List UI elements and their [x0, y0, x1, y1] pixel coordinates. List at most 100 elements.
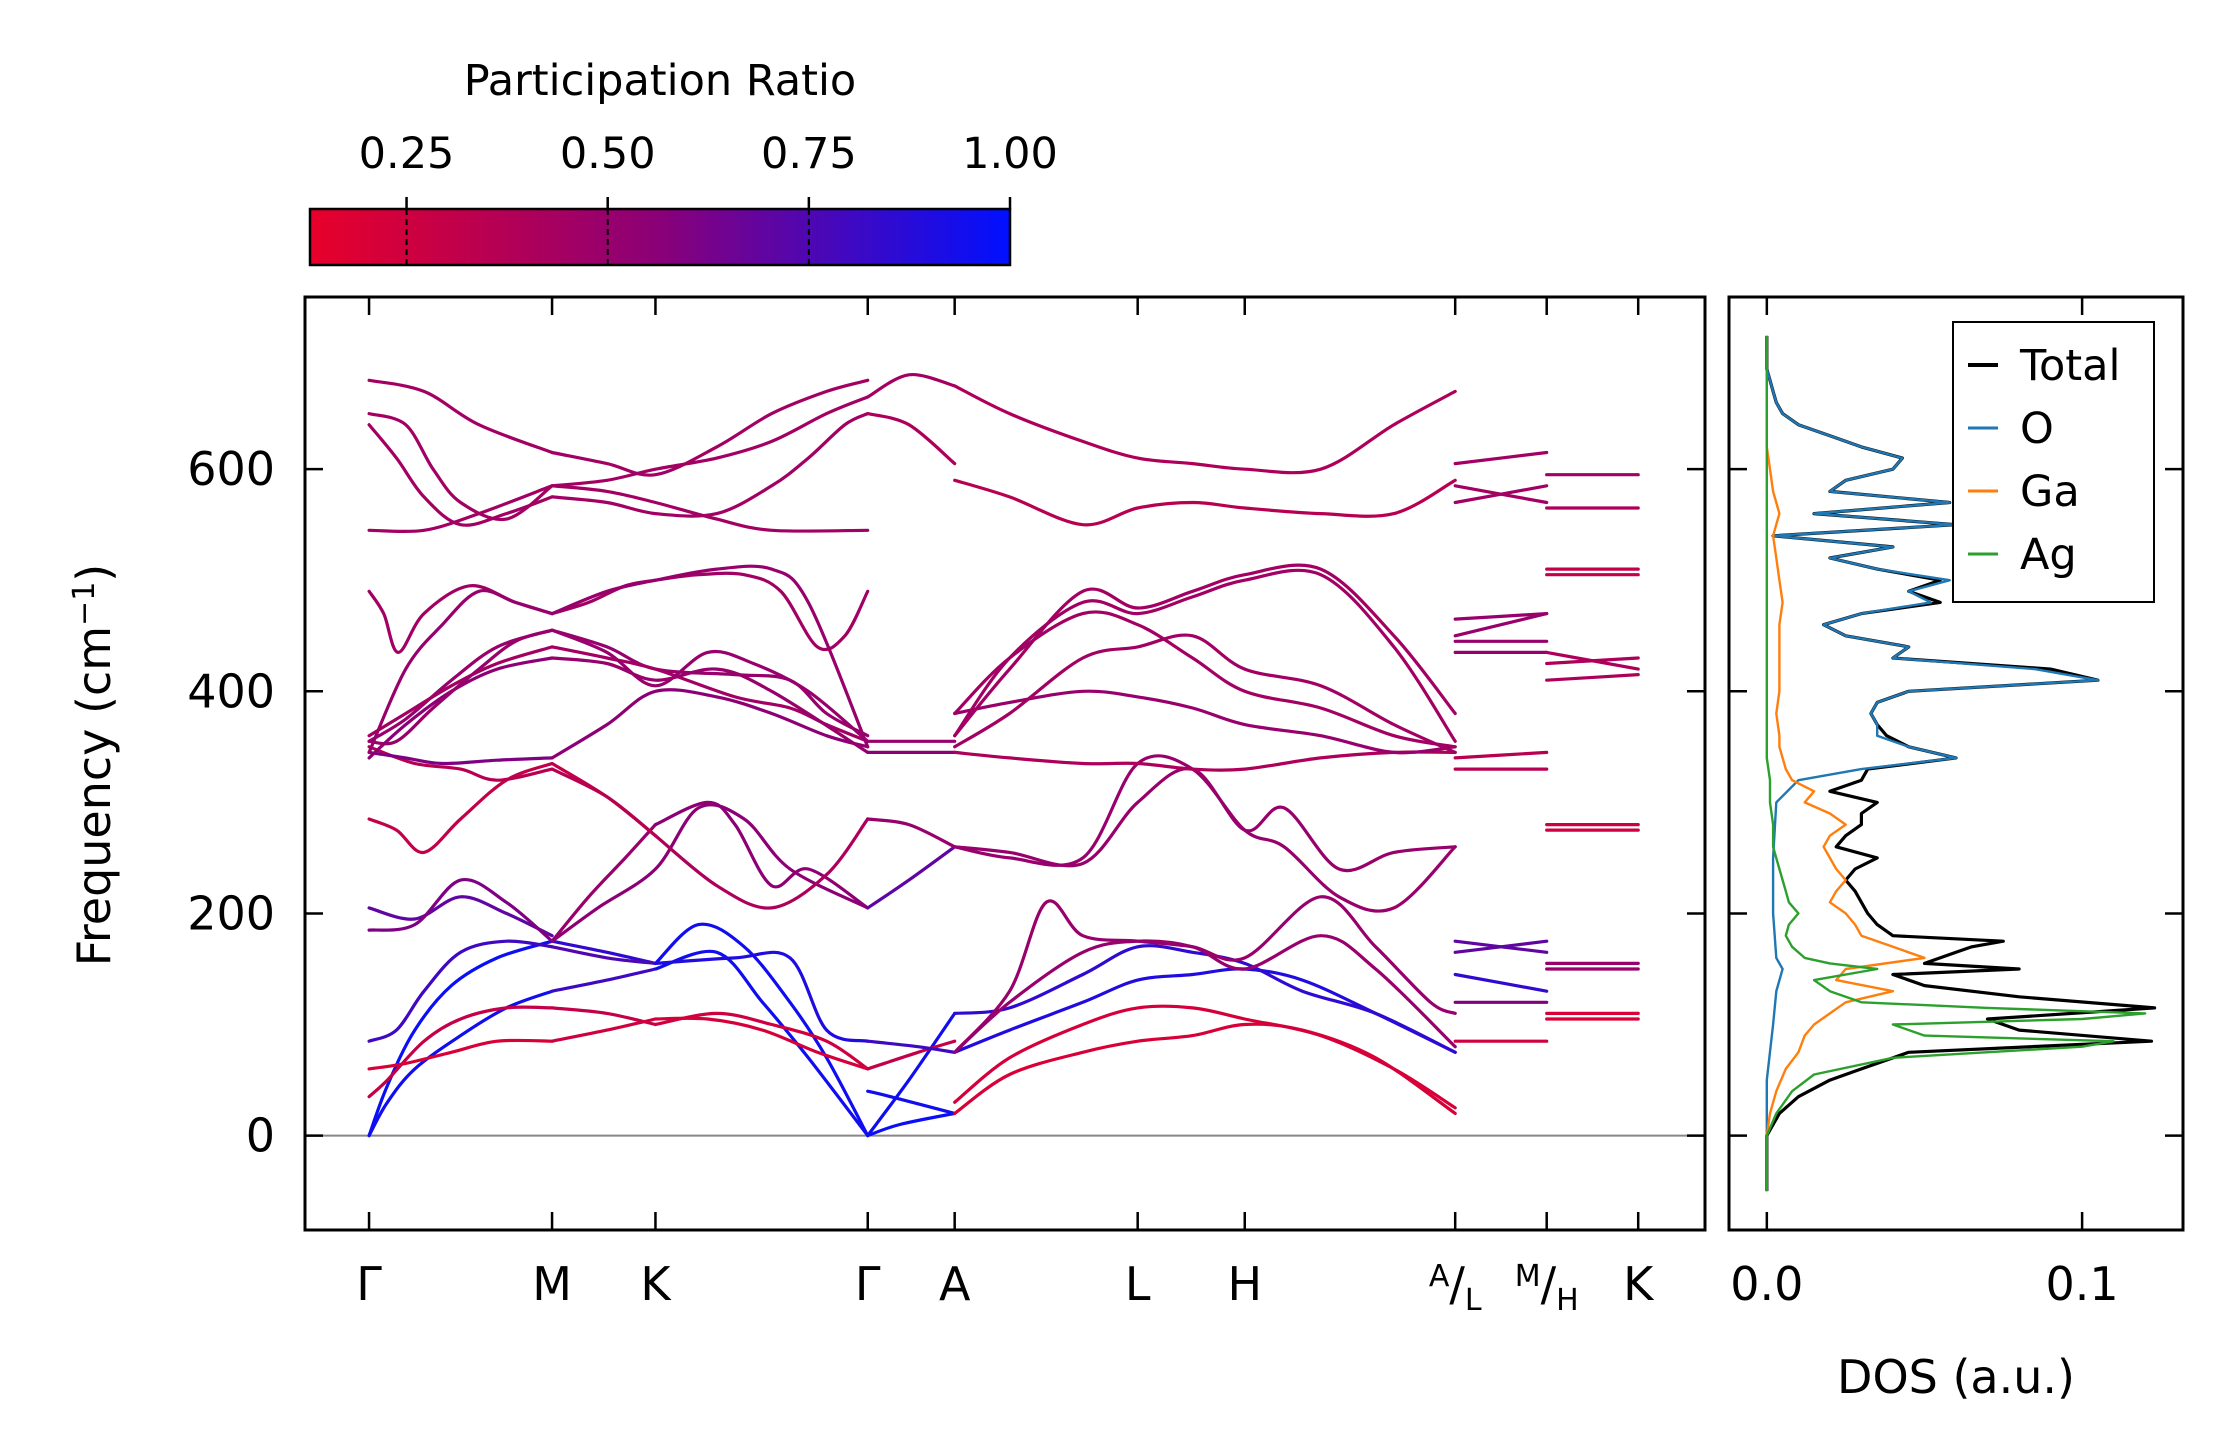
band-line [653, 1011, 870, 1071]
band-line [367, 423, 554, 527]
band-line [367, 645, 554, 738]
band-line [367, 628, 554, 746]
x-tick-label-a-over-l: A/L [1429, 1257, 1482, 1318]
band-line [953, 384, 1457, 475]
band-line [653, 1016, 870, 1071]
band-line [953, 944, 1457, 1054]
dos-lines [1765, 335, 2157, 1192]
band-line [367, 939, 554, 1043]
band-line [550, 564, 870, 749]
band-line [953, 750, 1457, 772]
band-line [367, 378, 554, 455]
band-line [866, 817, 957, 849]
band-line [367, 412, 554, 522]
band-line [550, 688, 870, 760]
band-line [653, 817, 870, 910]
band-line [367, 1038, 554, 1071]
band-line [1453, 939, 1549, 954]
band-line [1545, 673, 1640, 682]
y-axis-label-main: Frequency (cm [67, 626, 121, 966]
legend-label-o: O [2020, 404, 2054, 454]
band-line [953, 766, 1457, 873]
band-line [953, 934, 1457, 1054]
colorbar-ticks [405, 197, 1012, 265]
band-structure-panel: Frequency (cm−1) Γ M K Γ A L H A/L M/H K… [67, 295, 1707, 1318]
band-line [866, 1011, 957, 1138]
y-tick-label: 400 [187, 664, 275, 718]
band-line [953, 633, 1457, 754]
y-axis-label-sup: −1 [67, 582, 102, 626]
band-line [550, 767, 658, 838]
band-line [1453, 972, 1549, 993]
band-line [367, 484, 554, 534]
band-line [550, 803, 870, 943]
colorbar-tick-label: 1.00 [962, 129, 1058, 179]
band-line [367, 584, 554, 654]
band-line [367, 895, 554, 938]
band-y-axis-label: Frequency (cm−1) [67, 564, 121, 967]
band-line [866, 845, 957, 910]
band-line [1545, 650, 1640, 671]
colorbar-tick-label: 0.50 [560, 129, 656, 179]
colorbar-tick-labels: 0.25 0.50 0.75 1.00 [359, 129, 1058, 179]
x-tick-label-m-sup: M [1515, 1259, 1541, 1294]
x-tick-label-a: A [939, 1257, 971, 1311]
dos-x-axis-label: DOS (a.u.) [1837, 1350, 2075, 1404]
dos-x-ticks [1765, 297, 2084, 1230]
dos-series-ag [1765, 335, 2147, 1192]
dos-x-tick-labels: 0.0 0.1 [1730, 1257, 2118, 1311]
band-line [653, 800, 870, 910]
x-tick-label-l-sub: L [1465, 1283, 1482, 1318]
band-line [550, 378, 870, 477]
x-tick-label-slash: / [1449, 1257, 1465, 1311]
band-line [953, 478, 1457, 527]
band-line [653, 922, 870, 1138]
legend-label-ga: Ga [2020, 467, 2080, 517]
colorbar-label: Participation Ratio [464, 56, 857, 106]
dos-panel: 0.0 0.1 DOS (a.u.) Total O Ga Ag [1727, 295, 2185, 1404]
y-tick-label: 0 [246, 1109, 275, 1163]
y-tick-label: 200 [187, 886, 275, 940]
band-line [550, 967, 658, 993]
x-tick-label-slash: / [1541, 1257, 1557, 1311]
band-line [953, 1004, 1457, 1110]
legend-label-ag: Ag [2020, 530, 2077, 580]
band-line [367, 750, 554, 766]
x-tick-label-gamma: Γ [356, 1257, 382, 1311]
x-tick-label-k: K [640, 1257, 672, 1311]
band-line [1453, 750, 1549, 760]
band-line [953, 1022, 1457, 1115]
x-tick-label-a-sup: A [1429, 1259, 1450, 1294]
band-x-tick-labels: Γ M K Γ A L H A/L M/H K [356, 1257, 1655, 1318]
band-line [866, 1039, 957, 1054]
band-x-ticks [367, 297, 1640, 1230]
band-line [866, 412, 957, 466]
colorbar-gradient [308, 207, 1012, 267]
band-line [1453, 612, 1549, 638]
band-line [1453, 450, 1549, 466]
band-line [550, 412, 870, 518]
band-line [550, 656, 870, 754]
band-line [866, 1111, 957, 1138]
band-line [653, 950, 870, 1043]
dos-series-ga [1765, 358, 1926, 1192]
x-tick-label-m: M [532, 1257, 572, 1311]
band-line [367, 745, 554, 782]
band-line [953, 563, 1457, 738]
legend-label-total: Total [2019, 341, 2120, 391]
band-line [550, 628, 870, 743]
band-line [550, 484, 870, 533]
dos-x-tick-label: 0.1 [2046, 1257, 2119, 1311]
x-tick-label-m-over-h: M/H [1515, 1257, 1579, 1318]
band-line [367, 588, 554, 754]
x-tick-label-gamma-2: Γ [855, 1257, 881, 1311]
y-axis-label-close: ) [67, 564, 121, 582]
band-y-tick-labels: 0 200 400 600 [187, 442, 275, 1162]
band-line [953, 568, 1457, 743]
dos-x-tick-label: 0.0 [1730, 1257, 1803, 1311]
band-y-ticks [305, 467, 1705, 1137]
colorbar-tick-label: 0.25 [359, 129, 455, 179]
band-line [550, 939, 658, 965]
x-tick-label-l: L [1125, 1257, 1151, 1311]
